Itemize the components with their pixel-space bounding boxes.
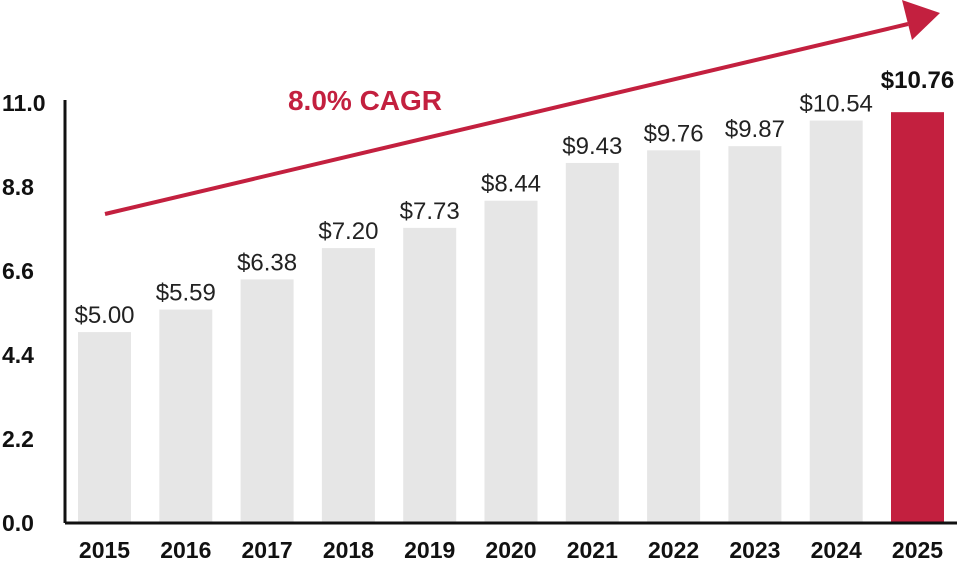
x-tick-labels: 2015 2016 2017 2018 2019 2020 2021 2022 2023 2024… [79, 537, 943, 563]
x-tick-2025: 2025 [892, 537, 943, 563]
y-tick-5: 11.0 [2, 90, 46, 116]
bars-group [78, 112, 944, 524]
data-label-2015: $5.00 [74, 302, 134, 329]
data-labels-group: $5.00 $5.59 $6.38 $7.20 $7.73 $8.44 $9.43 $9.76… [74, 67, 954, 329]
x-tick-2024: 2024 [811, 537, 862, 563]
x-tick-2017: 2017 [242, 537, 293, 563]
bar-2015 [78, 332, 131, 523]
y-tick-4: 8.8 [2, 174, 34, 200]
bar-2020 [484, 200, 538, 523]
data-label-2017: $6.38 [237, 249, 297, 276]
bar-2017 [240, 279, 294, 523]
data-label-2021: $9.43 [562, 133, 622, 160]
bar-2022 [647, 150, 701, 523]
y-tick-0: 0.0 [2, 510, 34, 536]
y-tick-labels: 0.0 2.2 4.4 6.6 8.8 11.0 [2, 90, 46, 536]
x-tick-2023: 2023 [729, 537, 780, 563]
data-label-2024: $10.54 [799, 91, 872, 118]
bar-2016 [159, 309, 213, 523]
y-tick-2: 4.4 [2, 342, 34, 368]
bar-2018 [321, 248, 375, 523]
bar-2023 [728, 146, 782, 524]
data-label-2025: $10.76 [881, 67, 954, 94]
data-label-2019: $7.73 [400, 198, 460, 225]
bar-2024 [809, 120, 863, 524]
data-label-2016: $5.59 [156, 280, 216, 307]
y-tick-1: 2.2 [2, 426, 34, 452]
data-label-2023: $9.87 [725, 116, 785, 143]
data-label-2020: $8.44 [481, 171, 541, 198]
x-tick-2016: 2016 [160, 537, 211, 563]
cagr-annotation: 8.0% CAGR [288, 85, 442, 116]
bar-2019 [403, 227, 457, 523]
bar-2021 [565, 162, 619, 524]
x-tick-2019: 2019 [404, 537, 455, 563]
y-tick-3: 6.6 [2, 258, 34, 284]
cagr-arrow-head-icon [902, 0, 940, 40]
cagr-trend-arrow-line [104, 22, 909, 216]
bar-2025 [891, 112, 944, 523]
data-label-2018: $7.20 [318, 218, 378, 245]
x-tick-2018: 2018 [323, 537, 374, 563]
x-tick-2015: 2015 [79, 537, 130, 563]
x-tick-2020: 2020 [485, 537, 536, 563]
x-tick-2022: 2022 [648, 537, 699, 563]
x-tick-2021: 2021 [567, 537, 618, 563]
data-label-2022: $9.76 [644, 120, 704, 147]
